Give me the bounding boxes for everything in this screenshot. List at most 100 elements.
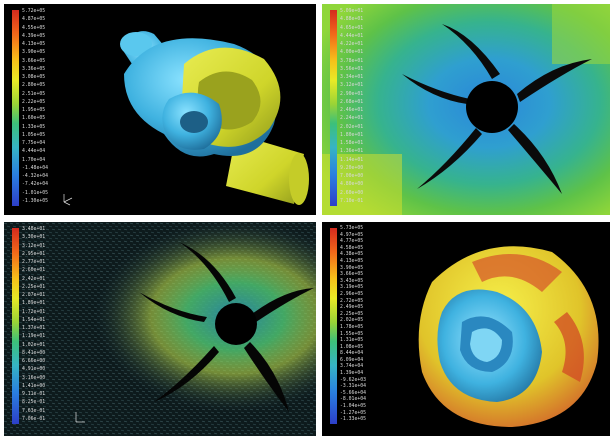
legend-value: 8.44e+04: [340, 351, 364, 357]
legend-value: 1.05e+05: [22, 132, 46, 138]
legend-value: 2.77e+01: [22, 260, 46, 265]
legend-value: 1.95e+05: [22, 108, 46, 113]
legend-value: 1.39e+04: [340, 371, 364, 377]
legend-value: 4.38e+05: [340, 252, 364, 258]
legend-value: 1.02e+01: [22, 342, 46, 348]
legend-value: 1.70e+04: [22, 157, 46, 163]
legend-value: 7.10e-01: [340, 198, 364, 204]
legend-value: 7.00e+00: [340, 174, 364, 179]
legend-value: 4.80e+00: [340, 182, 364, 188]
impeller-pressure-panel: 5.73e+05 4.97e+05 4.77e+05 4.58e+05 4.38e+05…: [322, 222, 610, 436]
legend-value: 2.25e+05: [340, 311, 364, 317]
legend-value: 2.80e+05: [22, 83, 46, 89]
legend-value: 3.30e+01: [22, 235, 46, 241]
legend-value: 4.97e+05: [340, 232, 364, 238]
legend-value: 2.68e+01: [340, 99, 364, 105]
legend-value: 2.95e+01: [22, 251, 46, 257]
legend-value: -7.42e+04: [22, 182, 48, 188]
legend-value: 3.56e+01: [340, 66, 364, 72]
legend-labels: 5.09e+01 4.88e+01 4.65e+01 4.44e+01 4.22e+01…: [340, 8, 384, 208]
legend-value: 1.72e+01: [22, 309, 46, 315]
legend-value: 1.33e+05: [22, 124, 46, 130]
legend-value: 2.90e+01: [340, 91, 364, 97]
axis-triad: [72, 408, 92, 428]
legend-value: -3.31e+04: [340, 384, 366, 390]
legend-value: 1.58e+01: [340, 141, 364, 146]
velocity-contour-panel: 5.09e+01 4.88e+01 4.65e+01 4.44e+01 4.22e+01…: [322, 4, 610, 215]
legend-value: 3.43e+05: [340, 278, 364, 284]
axis-triad: [60, 190, 80, 208]
legend-value: 1.89e+01: [22, 301, 46, 307]
color-legend: 5.72e+05 4.87e+05 4.55e+05 4.39e+05 4.13e+05…: [10, 8, 66, 210]
legend-value: 2.42e+01: [22, 276, 46, 282]
legend-value: -4.32e+04: [22, 174, 48, 179]
legend-value: 7.63e-01: [22, 408, 46, 414]
legend-value: 4.39e+05: [22, 33, 46, 39]
hub-eye: [466, 81, 518, 133]
colorbar: [12, 10, 19, 206]
legend-value: 4.55e+05: [22, 25, 46, 31]
legend-value: 1.37e+01: [22, 326, 46, 331]
impeller-blades: [402, 24, 592, 194]
legend-value: -1.48e+04: [22, 165, 48, 171]
color-legend: 5.09e+01 4.88e+01 4.65e+01 4.44e+01 4.22e+01…: [328, 8, 384, 210]
legend-value: -1.01e+05: [22, 190, 48, 196]
legend-value: 3.48e+01: [22, 227, 46, 232]
legend-value: 1.78e+05: [340, 324, 364, 330]
legend-value: 3.16e+00: [22, 375, 46, 381]
legend-value: 3.78e+01: [340, 58, 364, 64]
impeller-render: [418, 246, 599, 427]
legend-value: 2.72e+05: [340, 298, 364, 304]
legend-value: 2.60e+01: [22, 268, 46, 274]
legend-value: 1.36e+01: [340, 149, 364, 155]
legend-value: -1.27e+05: [340, 410, 366, 416]
legend-value: 8.25e-01: [22, 400, 46, 406]
legend-value: 3.66e+05: [340, 272, 364, 278]
legend-value: 1.55e+05: [340, 331, 364, 337]
legend-labels: 5.72e+05 4.87e+05 4.55e+05 4.39e+05 4.13e+05…: [22, 8, 66, 208]
legend-value: 4.77e+05: [340, 239, 364, 245]
legend-value: 2.24e+01: [340, 116, 364, 122]
velocity-vector-render: [4, 222, 316, 436]
legend-value: 1.54e+01: [22, 317, 46, 323]
colorbar: [12, 228, 19, 424]
legend-value: 9.11e-01: [22, 392, 46, 397]
legend-value: 3.36e+05: [22, 66, 46, 72]
legend-value: 5.73e+05: [340, 226, 364, 231]
legend-value: 4.87e+05: [22, 17, 46, 23]
legend-value: -1.30e+05: [22, 198, 48, 204]
legend-value: 3.90e+05: [340, 265, 364, 271]
legend-value: 1.41e+00: [22, 383, 46, 389]
legend-value: 4.44e+04: [22, 149, 46, 155]
legend-value: 1.60e+05: [22, 116, 46, 122]
legend-value: 1.08e+05: [340, 344, 364, 350]
colorbar: [330, 228, 337, 424]
hub-eye: [215, 303, 257, 345]
legend-value: 2.22e+05: [22, 99, 46, 105]
legend-value: 4.13e+05: [340, 258, 364, 264]
legend-value: 5.09e+01: [340, 9, 364, 14]
legend-value: 7.75e+04: [22, 141, 46, 146]
legend-value: -5.66e+04: [340, 390, 366, 396]
legend-value: 4.44e+01: [340, 33, 364, 39]
legend-value: 3.12e+01: [22, 243, 46, 249]
color-legend: 3.48e+01 3.30e+01 3.12e+01 2.95e+01 2.77e+01…: [10, 226, 66, 428]
legend-value: 2.51e+05: [22, 91, 46, 97]
legend-value: 2.25e+01: [22, 284, 46, 290]
pressure-contour-panel: 5.72e+05 4.87e+05 4.55e+05 4.39e+05 4.13e+05…: [4, 4, 316, 215]
legend-value: 3.12e+01: [340, 83, 364, 89]
legend-value: 1.19e+01: [22, 334, 46, 340]
legend-value: 8.41e+00: [22, 350, 46, 356]
legend-value: 4.91e+00: [22, 367, 46, 373]
legend-value: 2.07e+01: [22, 293, 46, 298]
legend-labels: 5.73e+05 4.97e+05 4.77e+05 4.58e+05 4.38e+05…: [340, 226, 384, 426]
legend-value: 4.00e+01: [340, 50, 364, 56]
legend-value: 2.60e+00: [340, 190, 364, 196]
legend-value: 3.90e+05: [22, 50, 46, 56]
legend-value: -1.04e+05: [340, 404, 366, 410]
legend-value: 5.72e+05: [22, 9, 46, 14]
legend-labels: 3.48e+01 3.30e+01 3.12e+01 2.95e+01 2.77e+01…: [22, 226, 66, 426]
colorbar: [330, 10, 337, 206]
legend-value: 3.19e+05: [340, 285, 364, 291]
legend-value: 4.65e+01: [340, 25, 364, 31]
